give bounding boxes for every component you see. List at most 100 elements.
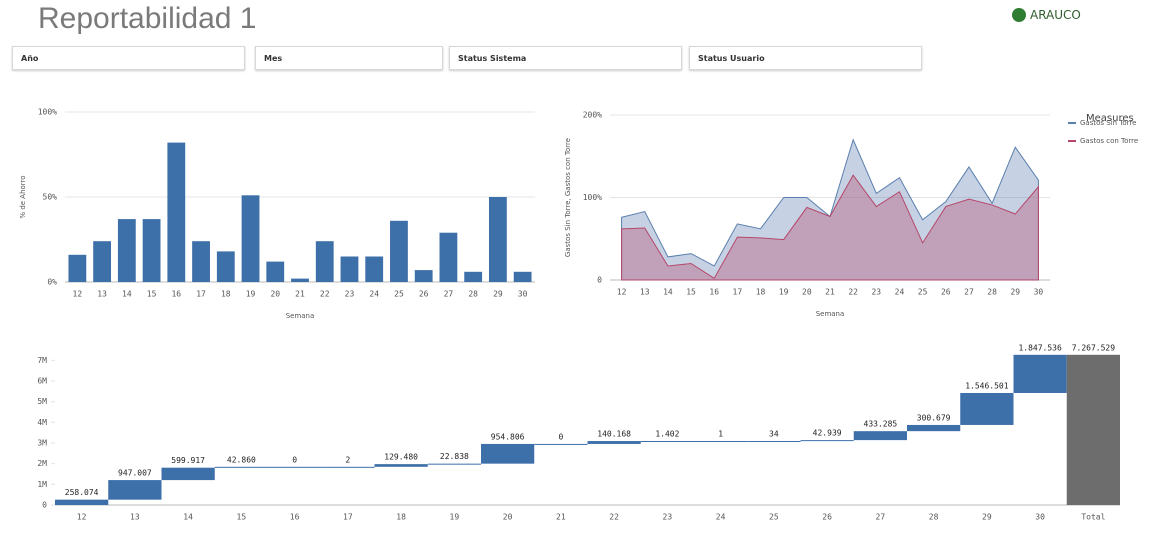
bar (68, 255, 86, 282)
charts: 0%50%100%1213141516171819202122232425262… (0, 0, 1152, 533)
bar (266, 262, 284, 282)
bar (291, 279, 309, 282)
y-tick-label: 2M (37, 459, 47, 468)
bar (242, 195, 260, 282)
bar (365, 257, 383, 283)
x-tick-label: 15 (147, 290, 157, 299)
waterfall-bar (747, 441, 800, 442)
dashboard: Reportabilidad 1 ARAUCO Año Mes Status S… (0, 0, 1152, 533)
waterfall-bar (162, 468, 215, 480)
x-tick-label: 12 (77, 513, 87, 522)
y-tick-label: 3M (37, 439, 47, 448)
x-tick-label: 19 (246, 290, 256, 299)
x-tick-label: 13 (130, 513, 140, 522)
value-label: 947.007 (118, 469, 152, 478)
waterfall-bar (428, 464, 481, 465)
value-label: 1.546.501 (965, 381, 1009, 390)
x-tick-label: 13 (640, 288, 650, 297)
value-label: 954.806 (491, 432, 525, 441)
y-tick-label: 5M (37, 397, 47, 406)
value-label: 2 (345, 455, 350, 464)
x-tick-label: 16 (290, 513, 300, 522)
value-label: 129.480 (384, 453, 418, 462)
x-tick-label: 24 (716, 513, 726, 522)
x-tick-label: 24 (895, 288, 905, 297)
x-tick-label: 27 (876, 513, 886, 522)
x-tick-label: 14 (663, 288, 673, 297)
bar (440, 233, 458, 282)
x-tick-label: 16 (171, 290, 181, 299)
x-tick-label: 20 (503, 513, 513, 522)
bar (341, 257, 359, 283)
x-tick-label: Total (1081, 513, 1105, 522)
x-tick-label: 21 (556, 513, 566, 522)
waterfall-bar (321, 467, 374, 468)
bar (489, 197, 507, 282)
y-tick-label: 0 (597, 276, 602, 285)
waterfall-bar (854, 431, 907, 440)
x-tick-label: 23 (663, 513, 673, 522)
y-tick-label: 0% (47, 278, 57, 287)
value-label: 0 (292, 455, 297, 464)
waterfall-bar (481, 444, 534, 464)
x-tick-label: 26 (822, 513, 832, 522)
x-tick-label: 17 (196, 290, 206, 299)
x-tick-label: 25 (918, 288, 928, 297)
x-tick-label: 18 (221, 290, 231, 299)
waterfall-bar (960, 393, 1013, 425)
bar (415, 270, 433, 282)
waterfall-bar (1014, 355, 1067, 393)
x-tick-label: 22 (320, 290, 330, 299)
x-axis-title: Semana (286, 312, 315, 320)
x-tick-label: 28 (929, 513, 939, 522)
value-label: 599.917 (171, 456, 205, 465)
waterfall-bar (215, 467, 268, 468)
value-label: 300.679 (917, 413, 951, 422)
bar (93, 241, 111, 282)
value-label: 0 (558, 432, 563, 441)
x-tick-label: 28 (468, 290, 478, 299)
x-tick-label: 27 (444, 290, 454, 299)
x-axis-title: Semana (816, 310, 845, 318)
x-tick-label: 14 (122, 290, 132, 299)
x-tick-label: 24 (369, 290, 379, 299)
x-tick-label: 14 (183, 513, 193, 522)
x-tick-label: 17 (343, 513, 353, 522)
waterfall-bar (108, 480, 161, 500)
x-tick-label: 12 (617, 288, 627, 297)
x-tick-label: 17 (733, 288, 743, 297)
bar (464, 272, 482, 282)
x-tick-label: 19 (450, 513, 460, 522)
y-tick-label: 4M (37, 418, 47, 427)
legend-title: Measures (1086, 113, 1134, 124)
x-tick-label: 18 (396, 513, 406, 522)
x-tick-label: 15 (686, 288, 696, 297)
value-label: 7.267.529 (1072, 343, 1116, 352)
x-tick-label: 20 (270, 290, 280, 299)
bar (143, 219, 161, 282)
bar (316, 241, 334, 282)
x-tick-label: 26 (941, 288, 951, 297)
waterfall-bar (694, 441, 747, 442)
x-tick-label: 15 (237, 513, 247, 522)
waterfall-bar (907, 425, 960, 431)
y-tick-label: 1M (37, 480, 47, 489)
y-tick-label: 6M (37, 377, 47, 386)
bar (390, 221, 408, 282)
value-label: 42.860 (227, 455, 256, 464)
waterfall-bar (55, 500, 108, 505)
value-label: 1.847.536 (1018, 343, 1062, 352)
waterfall-bar (641, 441, 694, 442)
waterfall-bar (801, 440, 854, 441)
x-tick-label: 22 (848, 288, 858, 297)
bar (167, 143, 185, 282)
y-tick-label: 100% (38, 108, 57, 117)
waterfall-bar (588, 441, 641, 444)
x-tick-label: 25 (394, 290, 404, 299)
bar (514, 272, 532, 282)
value-label: 22.838 (440, 452, 469, 461)
y-axis-title: % de Ahorro (19, 175, 27, 218)
y-tick-label: 0 (42, 501, 47, 510)
value-label: 42.939 (813, 429, 842, 438)
x-tick-label: 26 (419, 290, 429, 299)
